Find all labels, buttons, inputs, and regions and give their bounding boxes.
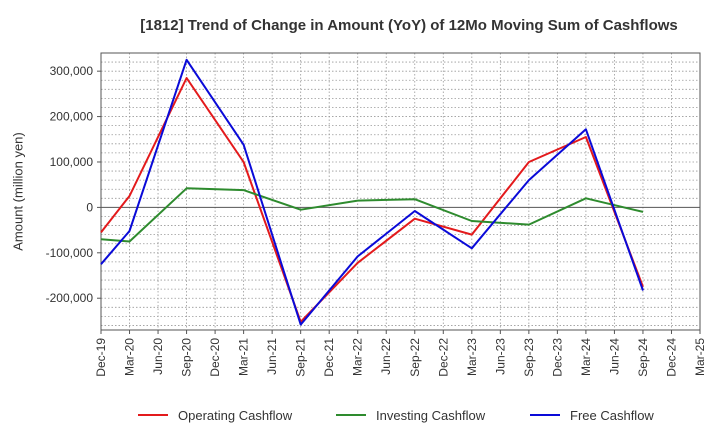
x-tick-label: Dec-22 [436, 338, 450, 377]
legend-label: Operating Cashflow [178, 408, 293, 423]
x-tick-label: Jun-21 [265, 338, 279, 375]
x-tick-label: Jun-22 [379, 338, 393, 375]
series-lines [100, 58, 644, 326]
chart-title: [1812] Trend of Change in Amount (YoY) o… [140, 17, 678, 34]
x-tick-label: Dec-19 [94, 338, 108, 377]
y-tick-label: -100,000 [46, 246, 94, 260]
x-tick-label: Jun-20 [151, 338, 165, 375]
x-tick-label: Mar-25 [693, 338, 707, 376]
x-tick-label: Dec-20 [208, 338, 222, 377]
x-axis: Dec-19 Mar-20 Jun-20 Sep-20 Dec-20 Mar-21 Jun-… [94, 330, 707, 377]
x-tick-label: Mar-22 [351, 338, 365, 376]
x-tick-label: Sep-23 [522, 338, 536, 377]
series-line-free-cashflow [100, 58, 644, 326]
x-tick-label: Dec-24 [664, 338, 678, 377]
x-tick-label: Mar-23 [465, 338, 479, 376]
y-tick-label: -200,000 [46, 291, 94, 305]
x-tick-label: Mar-21 [237, 338, 251, 376]
x-tick-label: Dec-23 [550, 338, 564, 377]
x-tick-label: Sep-21 [294, 338, 308, 377]
legend-label: Free Cashflow [570, 408, 654, 423]
y-axis-label: Amount (million yen) [11, 132, 26, 251]
y-tick-label: 0 [86, 200, 93, 214]
y-tick-label: 300,000 [50, 64, 94, 78]
x-tick-label: Dec-21 [322, 338, 336, 377]
x-tick-label: Sep-22 [408, 338, 422, 377]
x-tick-label: Jun-23 [493, 338, 507, 375]
x-tick-label: Mar-24 [579, 338, 593, 376]
y-axis: 300,000 200,000 100,000 0 -100,000 -200,000 [46, 64, 101, 305]
x-tick-label: Sep-24 [636, 338, 650, 377]
x-tick-label: Sep-20 [180, 338, 194, 377]
series-line-investing-cashflow [100, 187, 644, 243]
y-tick-label: 100,000 [50, 155, 94, 169]
legend: Operating Cashflow Investing Cashflow Free… [138, 408, 654, 423]
plot-frame [100, 52, 701, 331]
grid [100, 52, 701, 330]
x-tick-label: Jun-24 [607, 338, 621, 375]
legend-label: Investing Cashflow [376, 408, 486, 423]
y-tick-label: 200,000 [50, 110, 94, 124]
x-tick-label: Mar-20 [123, 338, 137, 376]
